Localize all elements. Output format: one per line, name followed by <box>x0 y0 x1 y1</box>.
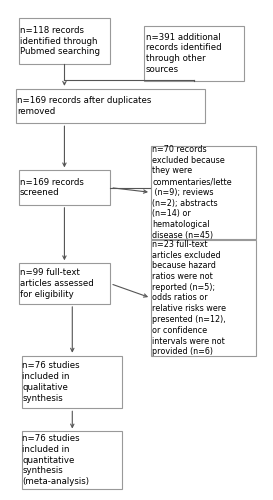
Text: n=99 full-text
articles assessed
for eligibility: n=99 full-text articles assessed for eli… <box>20 268 94 299</box>
FancyBboxPatch shape <box>144 26 244 81</box>
Text: n=76 studies
included in
quantitative
synthesis
(meta-analysis): n=76 studies included in quantitative sy… <box>22 434 90 486</box>
Text: n=118 records
identified through
Pubmed searching: n=118 records identified through Pubmed … <box>20 26 100 56</box>
FancyBboxPatch shape <box>19 263 110 304</box>
Text: n=76 studies
included in
qualitative
synthesis: n=76 studies included in qualitative syn… <box>22 362 80 403</box>
FancyBboxPatch shape <box>22 356 122 408</box>
FancyBboxPatch shape <box>22 432 122 489</box>
Text: n=391 additional
records identified
through other
sources: n=391 additional records identified thro… <box>146 32 221 74</box>
FancyBboxPatch shape <box>19 18 110 64</box>
Text: n=70 records
excluded because
they were
commentaries/lette
 (n=9); reviews
(n=2): n=70 records excluded because they were … <box>152 145 232 240</box>
Text: n=169 records
screened: n=169 records screened <box>20 178 84 198</box>
FancyBboxPatch shape <box>16 88 205 124</box>
FancyBboxPatch shape <box>19 170 110 205</box>
Text: n=169 records after duplicates
removed: n=169 records after duplicates removed <box>17 96 152 116</box>
Text: n=23 full-text
articles excluded
because hazard
ratios were not
reported (n=5);
: n=23 full-text articles excluded because… <box>152 240 226 356</box>
FancyBboxPatch shape <box>151 240 256 356</box>
FancyBboxPatch shape <box>151 146 256 239</box>
